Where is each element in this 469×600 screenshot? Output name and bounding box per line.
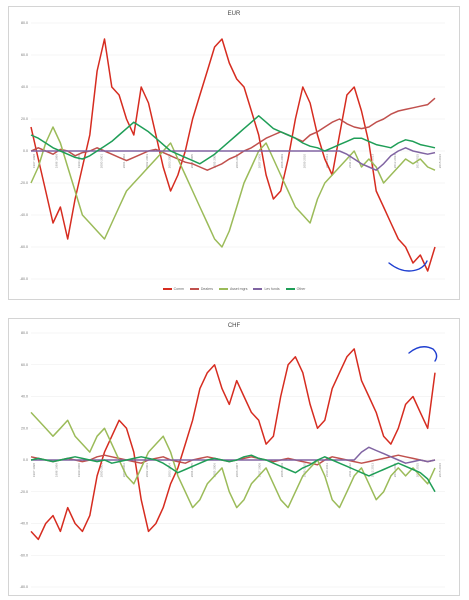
y-tick-label: -80.0	[20, 277, 28, 281]
y-tick-label: 40.0	[21, 395, 28, 399]
x-tick-label: 2009 2010	[303, 463, 307, 478]
x-tick-label: 2003 2004	[167, 154, 171, 169]
x-tick-label: 2015 2016	[438, 463, 442, 478]
x-tick-label: 2010 2011	[325, 463, 329, 477]
y-tick-label: 40.0	[21, 85, 28, 89]
x-tick-label: 2011 2012	[348, 463, 352, 477]
x-tick-label: 2008 2009	[280, 154, 284, 169]
series-line-other	[30, 115, 436, 165]
legend-swatch	[253, 288, 263, 290]
legend-swatch	[162, 288, 172, 290]
y-tick-label: 0.0	[23, 458, 28, 462]
x-tick-label: 2002 2003	[145, 154, 149, 169]
x-tick-label: 2001 2002	[122, 154, 126, 169]
y-tick-label: -20.0	[20, 490, 28, 494]
x-tick-label: 2000 2001	[100, 154, 104, 169]
y-tick-label: -40.0	[20, 522, 28, 526]
series-line-dealers	[30, 97, 436, 171]
y-tick-label: 80.0	[21, 21, 28, 25]
legend-swatch	[218, 288, 228, 290]
series-line-asset-mgrs	[30, 126, 436, 248]
x-tick-label: 2005 2006	[212, 463, 216, 478]
x-tick-label: 2010 2011	[325, 154, 329, 168]
x-tick-label: 2007 2008	[258, 154, 262, 169]
legend-item: Comm	[162, 287, 184, 291]
series-line-other	[30, 454, 436, 493]
x-tick-label: 2013 2014	[393, 463, 397, 478]
chart-legend: Comm Dealers Asset mgrs Lev funds Other	[9, 287, 459, 291]
legend-swatch	[189, 288, 199, 290]
annotation-mark	[388, 260, 428, 272]
x-tick-label: 2015 2016	[438, 154, 442, 169]
legend-label: Lev funds	[264, 287, 280, 291]
chf-plot: 80.0 60.0 40.0 20.0 0.0 -20.0 -40.0 -60.0 -80.0 1…	[20, 331, 445, 589]
x-tick-label: 1999 2000	[77, 463, 81, 478]
legend-swatch	[285, 288, 295, 290]
y-tick-label: 20.0	[21, 426, 28, 430]
legend-item: Other	[285, 287, 306, 291]
x-tick-label: 2000 2001	[100, 463, 104, 478]
x-tick-label: 1998 1999	[55, 154, 59, 169]
y-tick-label: -80.0	[20, 585, 28, 589]
legend-label: Asset mgrs	[229, 287, 248, 291]
eur-chart: EUR 80.0 60.0 40.0 20.0 0.0 -20.0 -40.0 -60.0 -8…	[8, 6, 460, 300]
x-tick-label: 2008 2009	[280, 463, 284, 478]
chart-title: CHF	[227, 323, 241, 329]
x-tick-label: 2004 2005	[190, 463, 194, 478]
x-tick-label: 2013 2014	[393, 154, 397, 169]
x-tick-label: 2012 2013	[370, 463, 374, 478]
legend-item: Lev funds	[253, 287, 280, 291]
y-tick-label: 60.0	[21, 53, 28, 57]
x-tick-label: 2007 2008	[258, 463, 262, 478]
x-tick-label: 2011 2012	[348, 154, 352, 168]
y-tick-label: 0.0	[23, 149, 28, 153]
legend-label: Dealers	[200, 287, 213, 291]
x-tick-label: 1997 1998	[32, 463, 36, 478]
x-tick-label: 2014 2015	[415, 463, 419, 478]
y-tick-label: -60.0	[20, 553, 28, 557]
chart-title: EUR	[227, 11, 241, 17]
legend-label: Comm	[173, 287, 184, 291]
series-line-lev-funds	[31, 446, 436, 464]
legend-label: Other	[296, 287, 306, 291]
x-tick-label: 2009 2010	[303, 154, 307, 169]
eur-plot: 80.0 60.0 40.0 20.0 0.0 -20.0 -40.0 -60.0 -80.0 1…	[20, 21, 445, 281]
x-tick-label: 1997 1998	[32, 154, 36, 169]
y-tick-label: 20.0	[21, 117, 28, 121]
y-tick-label: -20.0	[20, 181, 28, 185]
annotation-mark	[408, 346, 438, 362]
y-tick-label: 80.0	[21, 331, 28, 335]
series-line-comm	[30, 348, 436, 541]
legend-item: Dealers	[189, 287, 213, 291]
series-line-comm	[30, 38, 436, 272]
x-tick-label: 2006 2007	[235, 463, 239, 478]
x-tick-label: 2003 2004	[167, 463, 171, 478]
x-tick-label: 2002 2003	[145, 463, 149, 478]
x-tick-label: 2006 2007	[235, 154, 239, 169]
y-tick-label: -40.0	[20, 213, 28, 217]
y-tick-label: -60.0	[20, 245, 28, 249]
x-tick-label: 2005 2006	[212, 154, 216, 169]
y-tick-label: 60.0	[21, 363, 28, 367]
x-tick-label: 1999 2000	[77, 154, 81, 169]
legend-item: Asset mgrs	[218, 287, 248, 291]
x-tick-label: 1998 1999	[55, 463, 59, 478]
chf-chart: CHF 80.0 60.0 40.0 20.0 0.0 -20.0 -40.0 -60.0 -8…	[8, 318, 460, 596]
series-line-asset-mgrs	[30, 411, 436, 509]
